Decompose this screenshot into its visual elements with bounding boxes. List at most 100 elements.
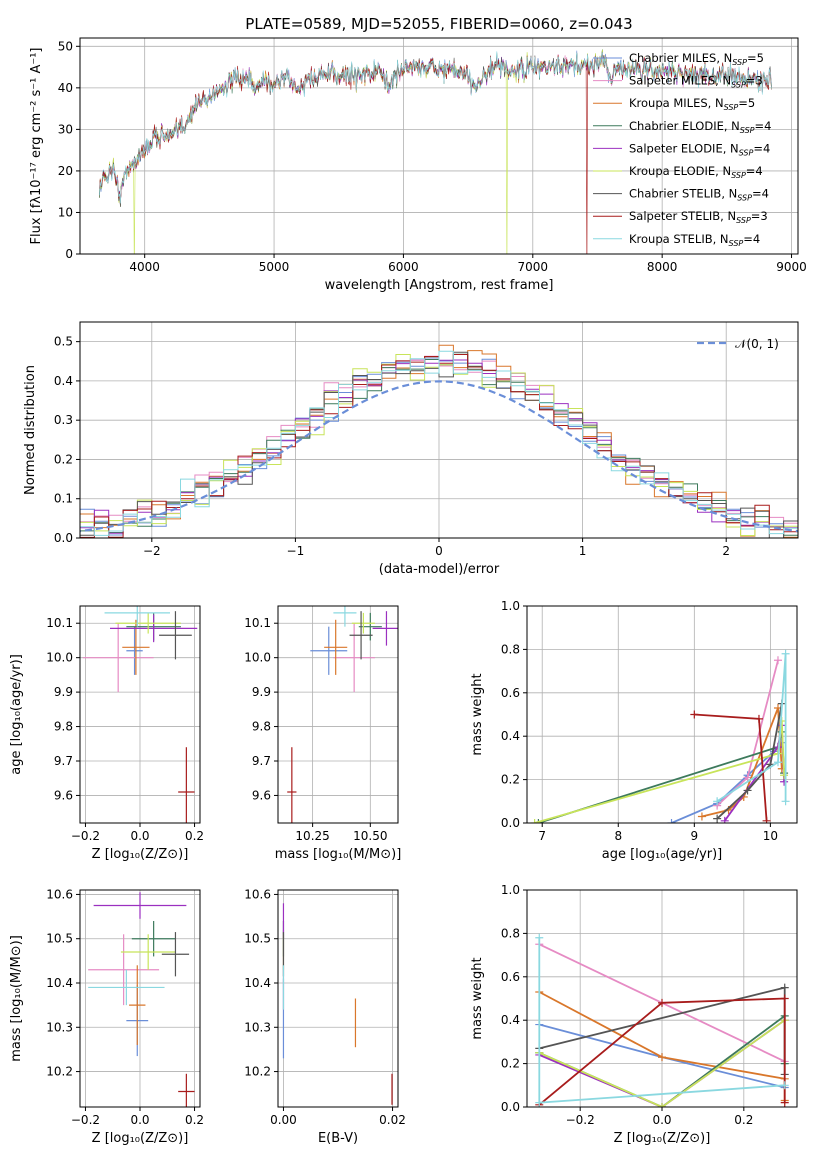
y-tick-label: 10.0 xyxy=(46,651,73,665)
legend-nssp-sub: SSP xyxy=(740,126,755,135)
legend-name: Salpeter STELIB xyxy=(629,209,720,223)
y-tick-label: 9.9 xyxy=(252,685,271,699)
plot-area xyxy=(88,892,195,1107)
x-axis-label: age [log₁₀(age/yr)] xyxy=(602,847,723,862)
panel-mass-vs-Z: −0.2 0.0 0.2 10.2 10.3 10.4 10.5 10.6 Z [log₁₀(Z… xyxy=(9,887,204,1146)
spectrum-line-kroupa-stelib xyxy=(99,51,772,204)
x-tick-label: 0 xyxy=(435,544,443,558)
y-tick-label: 0 xyxy=(65,247,73,261)
x-tick-label: −0.2 xyxy=(71,1113,100,1127)
legend-label: Chabrier STELIB, NSSP=4 xyxy=(629,187,769,203)
y-tick-label: 10.3 xyxy=(244,1020,271,1034)
weight-marker xyxy=(697,812,706,821)
x-tick-label: 7000 xyxy=(518,260,549,274)
legend-nssp-sub: SSP xyxy=(736,216,751,225)
legend-nssp-prefix: , N xyxy=(715,164,731,178)
legend-label: Kroupa STELIB, NSSP=4 xyxy=(629,232,760,248)
weight-marker xyxy=(743,786,752,795)
weight-marker xyxy=(658,1053,666,1062)
legend-nssp-value: =5 xyxy=(738,96,755,110)
weight-line-salpeter-stelib xyxy=(538,997,786,1106)
y-tick-label: 0.4 xyxy=(54,374,73,388)
x-axis-label: E(B-V) xyxy=(318,1131,358,1146)
legend-nssp-sub: SSP xyxy=(731,171,746,180)
x-tick-label: 0.2 xyxy=(185,1113,204,1127)
legend-label: Kroupa MILES, NSSP=5 xyxy=(629,96,755,112)
y-tick-label: 10.6 xyxy=(244,887,271,901)
legend-name: Kroupa MILES xyxy=(629,96,708,110)
plot-area xyxy=(82,606,198,823)
panel-age-vs-mass: 10.25 10.50 9.6 9.7 9.8 9.9 10.0 10.1 mass [log₁… xyxy=(244,605,401,862)
y-tick-label: 9.6 xyxy=(252,788,271,802)
x-tick-label: 10.50 xyxy=(353,829,387,843)
weight-marker xyxy=(658,998,666,1007)
legend-label: Salpeter ELODIE, NSSP=4 xyxy=(629,141,770,157)
weight-line-kroupa-stelib xyxy=(716,653,787,803)
y-tick-label: 40 xyxy=(58,81,73,95)
legend-nssp-sub: SSP xyxy=(739,148,754,157)
x-tick-label: 0.0 xyxy=(130,829,149,843)
legend-nssp-value: =4 xyxy=(753,141,770,155)
y-tick-label: 0.2 xyxy=(501,773,520,787)
weight-marker xyxy=(713,814,722,823)
y-tick-label: 0.5 xyxy=(54,335,73,349)
legend-label: Chabrier ELODIE, NSSP=4 xyxy=(629,119,771,135)
x-tick-label: 5000 xyxy=(259,260,290,274)
y-tick-label: 10 xyxy=(58,205,73,219)
histogram-step-kroupa-stelib xyxy=(80,350,798,536)
x-axis-label: Z [log₁₀(Z/Z⊙)] xyxy=(92,1131,189,1146)
legend-nssp-prefix: , N xyxy=(721,187,737,201)
x-tick-label: 10 xyxy=(763,829,778,843)
weight-marker xyxy=(780,771,789,780)
legend-name: Chabrier ELODIE xyxy=(629,119,724,133)
x-tick-label: −1 xyxy=(287,544,305,558)
axes-frame xyxy=(277,889,399,1108)
y-tick-label: 10.0 xyxy=(244,651,271,665)
x-tick-label: −0.2 xyxy=(71,829,100,843)
panel-age-vs-Z: −0.2 0.0 0.2 9.6 9.7 9.8 9.9 10.0 10.1 Z [log₁₀(Z… xyxy=(9,605,204,862)
x-tick-label: 0.0 xyxy=(652,1113,671,1127)
legend-nssp-value: =3 xyxy=(751,209,768,223)
y-axis-label: Normed distribution xyxy=(23,365,38,495)
x-axis-label: Z [log₁₀(Z/Z⊙)] xyxy=(92,847,189,862)
chart-title: PLATE=0589, MJD=52055, FIBERID=0060, z=0… xyxy=(245,15,632,33)
y-tick-label: 9.9 xyxy=(54,685,73,699)
legend-name: Salpeter MILES xyxy=(629,74,715,88)
x-axis-label: (data-model)/error xyxy=(379,562,500,577)
weight-marker xyxy=(781,649,790,658)
plot-area xyxy=(530,649,790,823)
legend-nssp-prefix: , N xyxy=(713,232,729,246)
weight-marker xyxy=(754,714,763,723)
axes-frame xyxy=(277,605,399,824)
legend-name: Kroupa STELIB xyxy=(629,232,713,246)
y-tick-label: 30 xyxy=(58,122,73,136)
legend-nssp-prefix: , N xyxy=(716,51,732,65)
legend-nssp-value: =4 xyxy=(743,232,760,246)
y-tick-label: 0.2 xyxy=(54,452,73,466)
y-tick-label: 10.1 xyxy=(46,616,73,630)
y-axis-label: Flux [fλ10⁻¹⁷ erg cm⁻² s⁻¹ A⁻¹] xyxy=(29,48,44,245)
legend-nssp-prefix: , N xyxy=(724,119,740,133)
y-axis-label: age [log₁₀(age/yr)] xyxy=(9,654,24,775)
y-tick-label: 10.3 xyxy=(46,1020,73,1034)
y-tick-label: 1.0 xyxy=(501,883,520,897)
y-tick-label: 10.2 xyxy=(46,1065,73,1079)
legend-nssp-sub: SSP xyxy=(731,81,746,90)
weight-line-chabrier-stelib xyxy=(716,703,783,820)
legend-name: Chabrier MILES xyxy=(629,51,716,65)
x-tick-label: −0.2 xyxy=(566,1113,595,1127)
panel-residuals: −2 −1 0 1 2 0.0 0.1 0.2 0.3 0.4 0.5 (data-model)/er… xyxy=(23,321,799,577)
x-axis-label: wavelength [Angstrom, rest frame] xyxy=(325,278,554,293)
x-tick-label: 0.2 xyxy=(185,829,204,843)
legend-nssp-sub: SSP xyxy=(732,58,747,67)
y-tick-label: 0.4 xyxy=(501,729,520,743)
x-tick-label: 4000 xyxy=(129,260,160,274)
y-tick-label: 0.1 xyxy=(54,492,73,506)
plot-area xyxy=(287,606,398,823)
weight-marker xyxy=(713,797,722,806)
y-tick-label: 9.7 xyxy=(252,754,271,768)
legend-label: Chabrier MILES, NSSP=5 xyxy=(629,51,764,67)
weight-marker xyxy=(780,994,789,1003)
plot-area xyxy=(80,344,798,538)
